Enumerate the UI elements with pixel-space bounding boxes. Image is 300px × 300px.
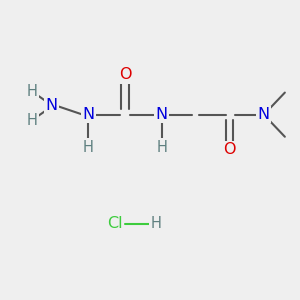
Text: H: H: [151, 216, 161, 231]
Text: N: N: [45, 98, 57, 113]
Text: H: H: [27, 113, 38, 128]
Text: O: O: [223, 142, 236, 158]
Text: N: N: [82, 107, 94, 122]
Text: N: N: [156, 107, 168, 122]
Text: H: H: [27, 84, 38, 99]
Text: H: H: [83, 140, 94, 154]
Text: O: O: [119, 68, 131, 82]
Text: Cl: Cl: [107, 216, 122, 231]
Text: N: N: [257, 107, 269, 122]
Text: H: H: [156, 140, 167, 154]
